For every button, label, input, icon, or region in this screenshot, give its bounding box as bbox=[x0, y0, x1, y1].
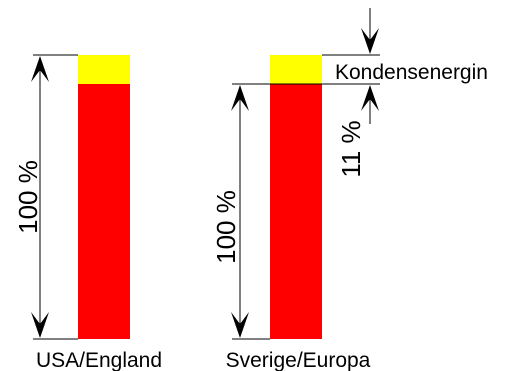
usa-dimension-arrow-up-icon bbox=[31, 56, 49, 82]
usa-dimension-arrow-down-icon bbox=[31, 312, 49, 338]
bar-group-sverige-europa: 100 % 11 % Kondensenergin Sverige/Europa bbox=[211, 8, 488, 371]
usa-england-caption: USA/England bbox=[36, 349, 162, 371]
bar-group-usa-england: 100 % USA/England bbox=[13, 54, 162, 371]
bar-usa-england-top-segment bbox=[78, 55, 130, 84]
sverige-dimension-arrow-up-icon bbox=[231, 85, 249, 111]
bar-sverige-europa-main-segment bbox=[270, 84, 322, 339]
energy-arrow-up-icon bbox=[361, 85, 379, 111]
sverige-height-label: 100 % bbox=[211, 190, 241, 264]
bar-usa-england-main-segment bbox=[78, 84, 130, 339]
sverige-europa-caption: Sverige/Europa bbox=[226, 349, 371, 371]
bar-sverige-europa-top-segment bbox=[270, 55, 322, 84]
usa-height-label: 100 % bbox=[13, 160, 43, 234]
energy-label: Kondensenergin bbox=[335, 61, 488, 84]
energy-percent-label: 11 % bbox=[336, 120, 366, 177]
energy-arrow-down-icon bbox=[361, 28, 379, 54]
sverige-dimension-arrow-down-icon bbox=[231, 312, 249, 338]
